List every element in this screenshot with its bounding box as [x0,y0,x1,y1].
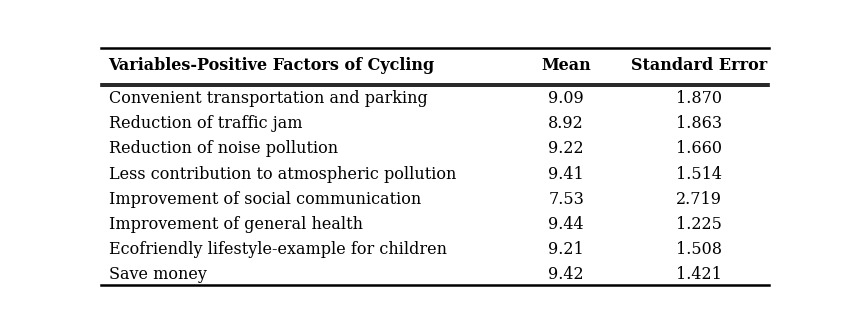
Text: 1.870: 1.870 [676,90,722,107]
Text: Convenient transportation and parking: Convenient transportation and parking [109,90,427,107]
Text: Mean: Mean [541,57,591,74]
Text: 1.508: 1.508 [676,241,722,258]
Text: 2.719: 2.719 [676,191,722,208]
Text: 9.42: 9.42 [548,267,584,283]
Text: Save money: Save money [109,267,207,283]
Text: 7.53: 7.53 [548,191,584,208]
Text: 1.514: 1.514 [676,166,722,183]
Text: Reduction of noise pollution: Reduction of noise pollution [109,140,338,157]
Text: 9.09: 9.09 [548,90,584,107]
Text: 9.21: 9.21 [548,241,584,258]
Text: 1.421: 1.421 [676,267,722,283]
Text: Variables-Positive Factors of Cycling: Variables-Positive Factors of Cycling [109,57,435,74]
Text: Improvement of social communication: Improvement of social communication [109,191,420,208]
Text: 1.660: 1.660 [676,140,722,157]
Text: Improvement of general health: Improvement of general health [109,216,363,233]
Text: 9.22: 9.22 [548,140,584,157]
Text: 8.92: 8.92 [548,115,584,132]
Text: 9.44: 9.44 [548,216,584,233]
Text: 9.41: 9.41 [548,166,584,183]
Text: Reduction of traffic jam: Reduction of traffic jam [109,115,302,132]
Text: 1.225: 1.225 [676,216,722,233]
Text: Standard Error: Standard Error [631,57,767,74]
Text: Ecofriendly lifestyle-example for children: Ecofriendly lifestyle-example for childr… [109,241,446,258]
Text: 1.863: 1.863 [676,115,722,132]
Text: Less contribution to atmospheric pollution: Less contribution to atmospheric polluti… [109,166,456,183]
